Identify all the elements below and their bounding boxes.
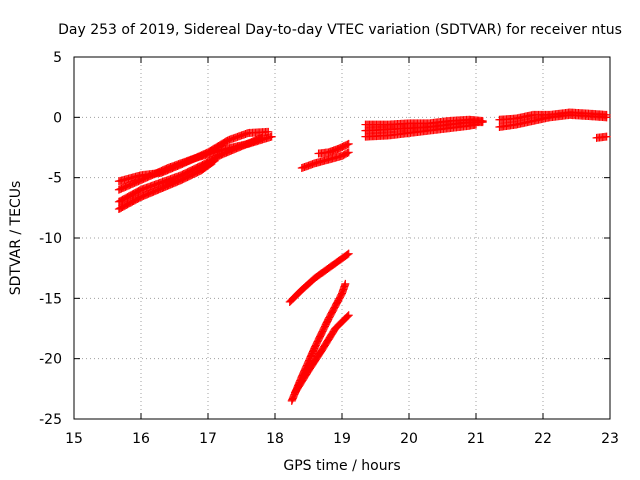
series-arc-b-lower xyxy=(297,148,353,173)
y-tick-label: 0 xyxy=(53,110,62,126)
data-point xyxy=(344,249,353,258)
data-point xyxy=(209,157,218,166)
data-point xyxy=(210,156,219,165)
data-point xyxy=(472,120,480,129)
series-arc-d-lower xyxy=(361,120,480,141)
series-arc-c-mid xyxy=(291,311,353,397)
y-tick-label: -25 xyxy=(39,412,62,428)
data-point xyxy=(343,140,352,149)
data-point xyxy=(478,118,487,127)
data-point xyxy=(343,149,352,158)
x-tick-label: 19 xyxy=(333,431,351,447)
x-tick-label: 21 xyxy=(467,431,485,447)
data-point xyxy=(257,133,266,142)
x-axis-label: GPS time / hours xyxy=(283,458,400,474)
y-tick-label: -20 xyxy=(39,352,62,368)
series-arc-c-top xyxy=(285,249,353,306)
x-tick-label: 23 xyxy=(601,431,619,447)
y-tick-label: -5 xyxy=(48,171,62,187)
y-tick-label: -10 xyxy=(39,231,62,247)
y-axis-tick-labels: 5 0 -5 -10 -15 -20 -25 xyxy=(39,50,62,428)
series-arc-b-upper xyxy=(314,139,353,158)
y-tick-label: -15 xyxy=(39,291,62,307)
x-tick-label: 18 xyxy=(266,431,284,447)
data-point xyxy=(344,311,353,320)
y-tick-label: 5 xyxy=(53,50,62,66)
series-arc-f xyxy=(592,132,611,142)
x-tick-label: 22 xyxy=(534,431,552,447)
data-point xyxy=(267,132,276,141)
y-axis-label: SDTVAR / TECUs xyxy=(8,181,24,296)
data-point xyxy=(343,250,352,259)
data-point xyxy=(341,279,350,288)
x-tick-label: 20 xyxy=(400,431,418,447)
x-axis-tick-labels: 15 16 17 18 19 20 21 22 23 xyxy=(65,431,619,447)
x-tick-label: 16 xyxy=(132,431,150,447)
data-point xyxy=(344,148,353,157)
data-point xyxy=(602,113,611,122)
axis-ticks xyxy=(73,56,611,420)
data-point xyxy=(344,139,353,148)
data-point xyxy=(343,312,352,321)
data-point xyxy=(602,132,611,141)
data-points xyxy=(114,108,611,405)
series-arc-a-bottom xyxy=(114,156,219,214)
series-arc-e-lower xyxy=(495,110,611,131)
x-tick-label: 15 xyxy=(65,431,83,447)
chart-title: Day 253 of 2019, Sidereal Day-to-day VTE… xyxy=(58,22,622,38)
data-point xyxy=(342,313,351,322)
x-tick-label: 17 xyxy=(199,431,217,447)
